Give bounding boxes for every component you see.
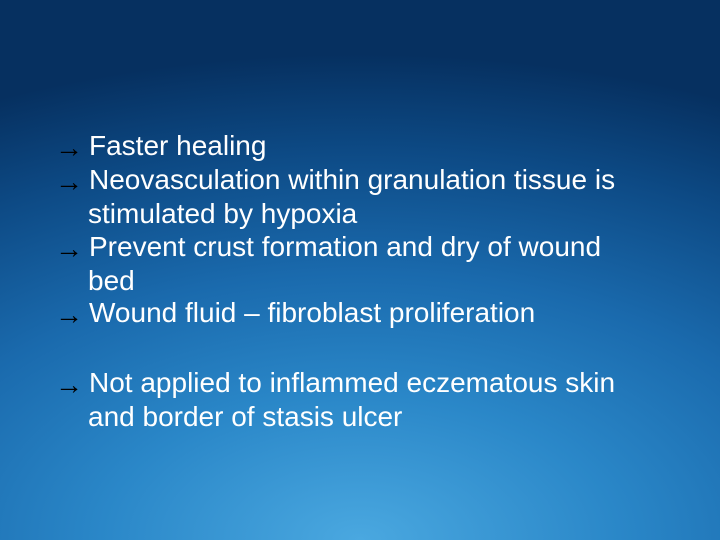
bullet-item: → Wound fluid – fibroblast proliferation <box>55 297 665 329</box>
bullet-continuation: and border of stasis ulcer <box>55 401 665 433</box>
slide-body: → Faster healing → Neovasculation within… <box>0 0 720 540</box>
bullet-continuation: bed <box>55 265 665 297</box>
bullet-text: Wound fluid – fibroblast proliferation <box>89 297 535 329</box>
arrow-icon: → <box>55 369 83 401</box>
bullet-text: Neovasculation within granulation tissue… <box>89 164 615 196</box>
bullet-text: Prevent crust formation and dry of wound <box>89 231 601 263</box>
bullet-item: → Faster healing <box>55 130 665 162</box>
arrow-icon: → <box>55 132 83 164</box>
bullet-item: → Neovasculation within granulation tiss… <box>55 164 665 196</box>
arrow-icon: → <box>55 233 83 265</box>
bullet-text: Not applied to inflammed eczematous skin <box>89 367 615 399</box>
arrow-icon: → <box>55 166 83 198</box>
bullet-continuation: stimulated by hypoxia <box>55 198 665 230</box>
arrow-icon: → <box>55 299 83 331</box>
bullet-item: → Not applied to inflammed eczematous sk… <box>55 367 665 399</box>
bullet-group-2: → Not applied to inflammed eczematous sk… <box>55 367 665 433</box>
bullet-text: Faster healing <box>89 130 266 162</box>
bullet-item: → Prevent crust formation and dry of wou… <box>55 231 665 263</box>
bullet-group-1: → Faster healing → Neovasculation within… <box>55 130 665 329</box>
